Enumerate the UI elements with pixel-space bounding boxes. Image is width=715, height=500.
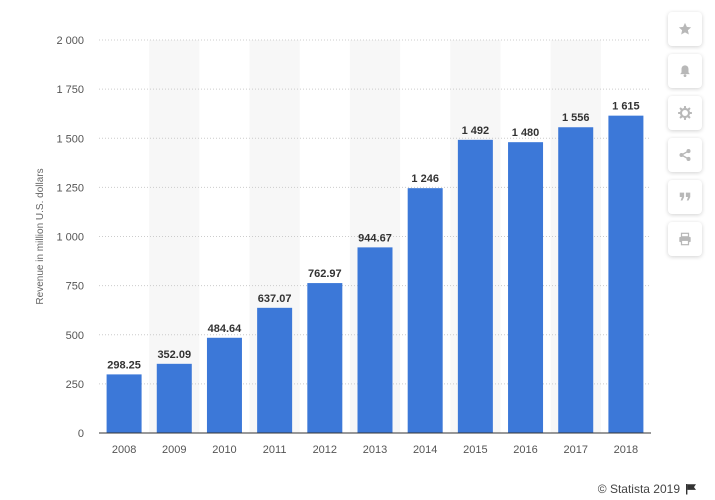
- x-tick-label: 2015: [463, 444, 487, 456]
- y-tick-label: 500: [66, 330, 84, 342]
- y-tick-label: 1 250: [56, 182, 84, 194]
- y-tick-label: 1 000: [56, 232, 84, 244]
- y-axis-title: Revenue in million U.S. dollars: [35, 168, 46, 304]
- data-label: 1 556: [562, 112, 590, 124]
- bar[interactable]: [608, 115, 644, 433]
- data-label: 637.07: [258, 293, 292, 305]
- favorite-button[interactable]: [668, 12, 702, 46]
- y-tick-label: 2 000: [56, 35, 84, 47]
- bar[interactable]: [407, 188, 443, 433]
- bar[interactable]: [106, 374, 142, 433]
- bar[interactable]: [457, 139, 493, 433]
- x-tick-label: 2011: [263, 444, 287, 456]
- flag-icon[interactable]: [685, 483, 697, 495]
- bar[interactable]: [257, 307, 293, 433]
- x-tick-label: 2017: [563, 444, 587, 456]
- print-icon: [679, 232, 691, 246]
- copyright-link[interactable]: © Statista 2019: [597, 482, 680, 496]
- data-label: 1 492: [462, 125, 490, 137]
- x-tick-label: 2010: [212, 444, 236, 456]
- bar[interactable]: [156, 363, 192, 433]
- bar[interactable]: [206, 337, 242, 433]
- data-labels: 298.25 352.09 484.64 637.07 762.97 944.67 1 24…: [107, 101, 639, 372]
- notification-button[interactable]: [668, 54, 702, 88]
- bar[interactable]: [357, 247, 393, 433]
- data-label: 1 246: [411, 173, 439, 185]
- x-tick-label: 2018: [614, 444, 638, 456]
- x-tick-label: 2014: [413, 444, 437, 456]
- cite-button[interactable]: [668, 180, 702, 214]
- share-button[interactable]: [668, 138, 702, 172]
- bar[interactable]: [307, 283, 343, 433]
- y-tick-label: 1 500: [56, 133, 84, 145]
- data-label: 352.09: [157, 349, 191, 361]
- bell-icon: [680, 65, 690, 78]
- data-label: 298.25: [107, 359, 141, 371]
- bars: [106, 115, 644, 433]
- print-button[interactable]: [668, 222, 702, 256]
- settings-button[interactable]: [668, 96, 702, 130]
- gear-icon: [678, 106, 692, 120]
- data-label: 1 480: [512, 127, 540, 139]
- statista-credit: © Statista 2019: [598, 482, 697, 496]
- data-label: 762.97: [308, 268, 342, 280]
- x-tick-label: 2008: [112, 444, 136, 456]
- share-icon: [679, 149, 691, 161]
- bar[interactable]: [558, 127, 594, 433]
- x-axis-tick-labels: 2008 2009 2010 2011 2012 2013 2014 2015 2016 2017…: [112, 444, 638, 456]
- y-tick-label: 250: [66, 379, 84, 391]
- x-tick-label: 2009: [162, 444, 186, 456]
- data-label: 484.64: [208, 323, 243, 335]
- star-icon: [678, 22, 692, 35]
- tool-sidebar: [668, 12, 704, 264]
- data-label: 944.67: [358, 232, 392, 244]
- bar[interactable]: [508, 142, 544, 433]
- y-axis-tick-labels: 0 250 500 750 1 000 1 250 1 500 1 750 2 000: [56, 35, 84, 440]
- y-tick-label: 1 750: [56, 84, 84, 96]
- x-tick-label: 2016: [513, 444, 537, 456]
- y-tick-label: 0: [78, 428, 84, 440]
- data-label: 1 615: [612, 101, 640, 113]
- quote-icon: [679, 192, 691, 201]
- y-tick-label: 750: [66, 281, 84, 293]
- x-tick-label: 2012: [313, 444, 337, 456]
- x-tick-label: 2013: [363, 444, 387, 456]
